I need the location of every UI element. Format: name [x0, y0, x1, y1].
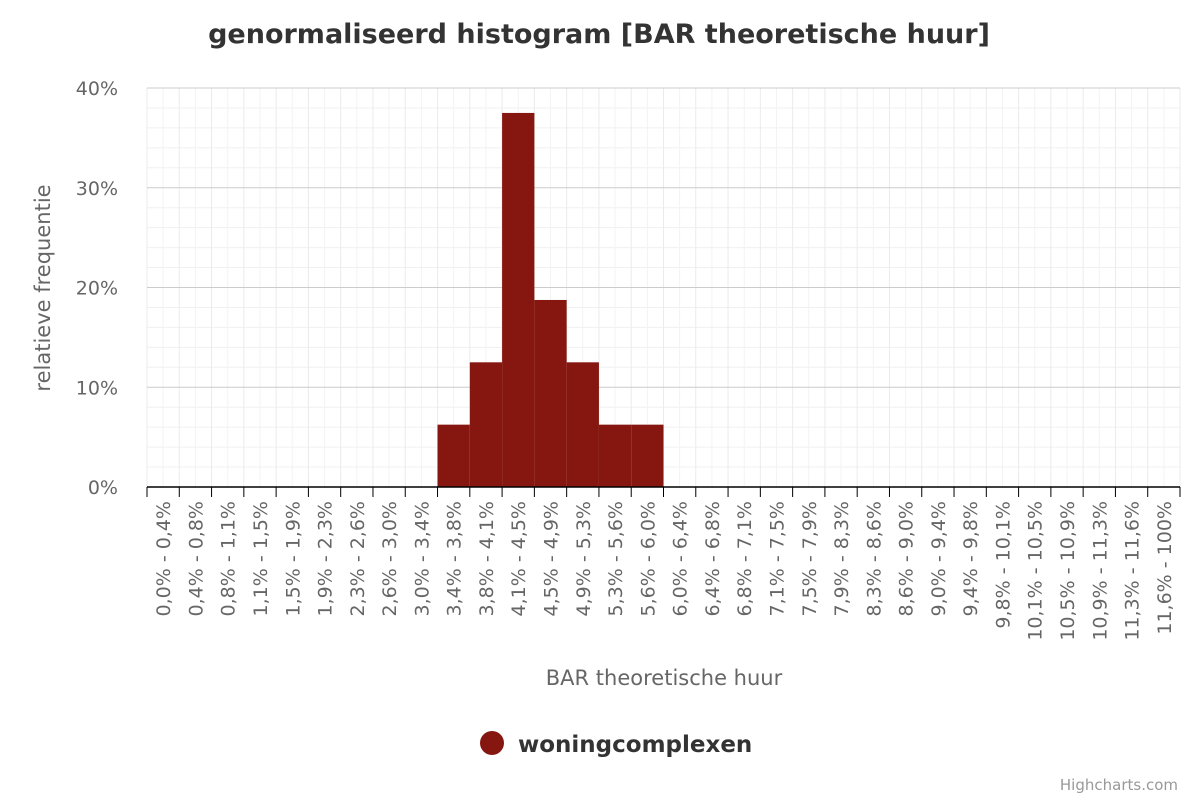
- x-tick-label: 0,8% - 1,1%: [218, 501, 240, 616]
- bar[interactable]: [437, 424, 470, 487]
- chart-title: genormaliseerd histogram [BAR theoretisc…: [208, 19, 990, 50]
- x-tick-label: 1,5% - 1,9%: [282, 501, 304, 616]
- y-tick-label: 0%: [88, 477, 118, 499]
- legend-symbol: [480, 731, 504, 755]
- x-tick-label: 9,4% - 9,8%: [960, 501, 982, 616]
- x-tick-label: 10,5% - 10,9%: [1057, 501, 1079, 641]
- x-tick-label: 8,3% - 8,6%: [863, 501, 885, 616]
- x-tick-label: 0,4% - 0,8%: [185, 501, 207, 616]
- x-tick-label: 4,1% - 4,5%: [508, 501, 530, 616]
- x-tick-label: 10,9% - 11,3%: [1089, 501, 1111, 641]
- bar[interactable]: [534, 299, 567, 487]
- x-tick-label: 7,5% - 7,9%: [799, 501, 821, 616]
- bar[interactable]: [566, 362, 599, 487]
- x-tick-label: 9,0% - 9,4%: [928, 501, 950, 616]
- legend-label: woningcomplexen: [518, 732, 752, 758]
- bars: [437, 112, 664, 487]
- x-axis-ticks: 0,0% - 0,4% 0,4% - 0,8% 0,8% - 1,1% 1,1% - …: [146, 487, 1181, 641]
- x-tick-label: 9,8% - 10,1%: [992, 501, 1014, 629]
- x-tick-label: 7,9% - 8,3%: [831, 501, 853, 616]
- x-tick-label: 6,8% - 7,1%: [734, 501, 756, 616]
- x-tick-label: 8,6% - 9,0%: [896, 501, 918, 616]
- legend-item[interactable]: woningcomplexen: [480, 731, 752, 758]
- y-tick-label: 30%: [76, 178, 118, 200]
- bar[interactable]: [598, 424, 632, 487]
- x-axis-title: BAR theoretische huur: [546, 666, 783, 690]
- x-tick-label: 4,9% - 5,3%: [573, 501, 595, 616]
- x-tick-label: 5,3% - 5,6%: [605, 501, 627, 616]
- x-tick-label: 2,6% - 3,0%: [379, 501, 401, 616]
- bar[interactable]: [469, 362, 503, 487]
- x-tick-label: 5,6% - 6,0%: [637, 501, 659, 616]
- y-tick-label: 20%: [76, 278, 118, 300]
- x-tick-label: 2,3% - 2,6%: [347, 501, 369, 616]
- y-axis-ticks: 0% 10% 20% 30% 40%: [76, 78, 118, 499]
- x-tick-label: 1,1% - 1,5%: [250, 501, 272, 616]
- x-tick-label: 3,4% - 3,8%: [444, 501, 466, 616]
- x-tick-label: 1,9% - 2,3%: [315, 501, 337, 616]
- y-tick-label: 40%: [76, 78, 118, 100]
- y-axis-title: relatieve frequentie: [31, 184, 55, 391]
- x-tick-label: 11,6% - 100%: [1154, 501, 1176, 635]
- x-tick-label: 7,1% - 7,5%: [766, 501, 788, 616]
- x-tick-label: 10,1% - 10,5%: [1025, 501, 1047, 641]
- x-tick-label: 0,0% - 0,4%: [153, 501, 175, 616]
- bar[interactable]: [631, 424, 664, 487]
- x-tick-label: 3,0% - 3,4%: [411, 501, 433, 616]
- x-tick-label: 6,4% - 6,8%: [702, 501, 724, 616]
- major-grid: [147, 87, 1180, 388]
- credits-link[interactable]: Highcharts.com: [1060, 776, 1178, 794]
- x-tick-label: 3,8% - 4,1%: [476, 501, 498, 616]
- bar[interactable]: [502, 112, 535, 487]
- x-tick-label: 4,5% - 4,9%: [541, 501, 563, 616]
- x-tick-label: 6,0% - 6,4%: [670, 501, 692, 616]
- x-tick-label: 11,3% - 11,6%: [1122, 501, 1144, 641]
- y-tick-label: 10%: [76, 377, 118, 399]
